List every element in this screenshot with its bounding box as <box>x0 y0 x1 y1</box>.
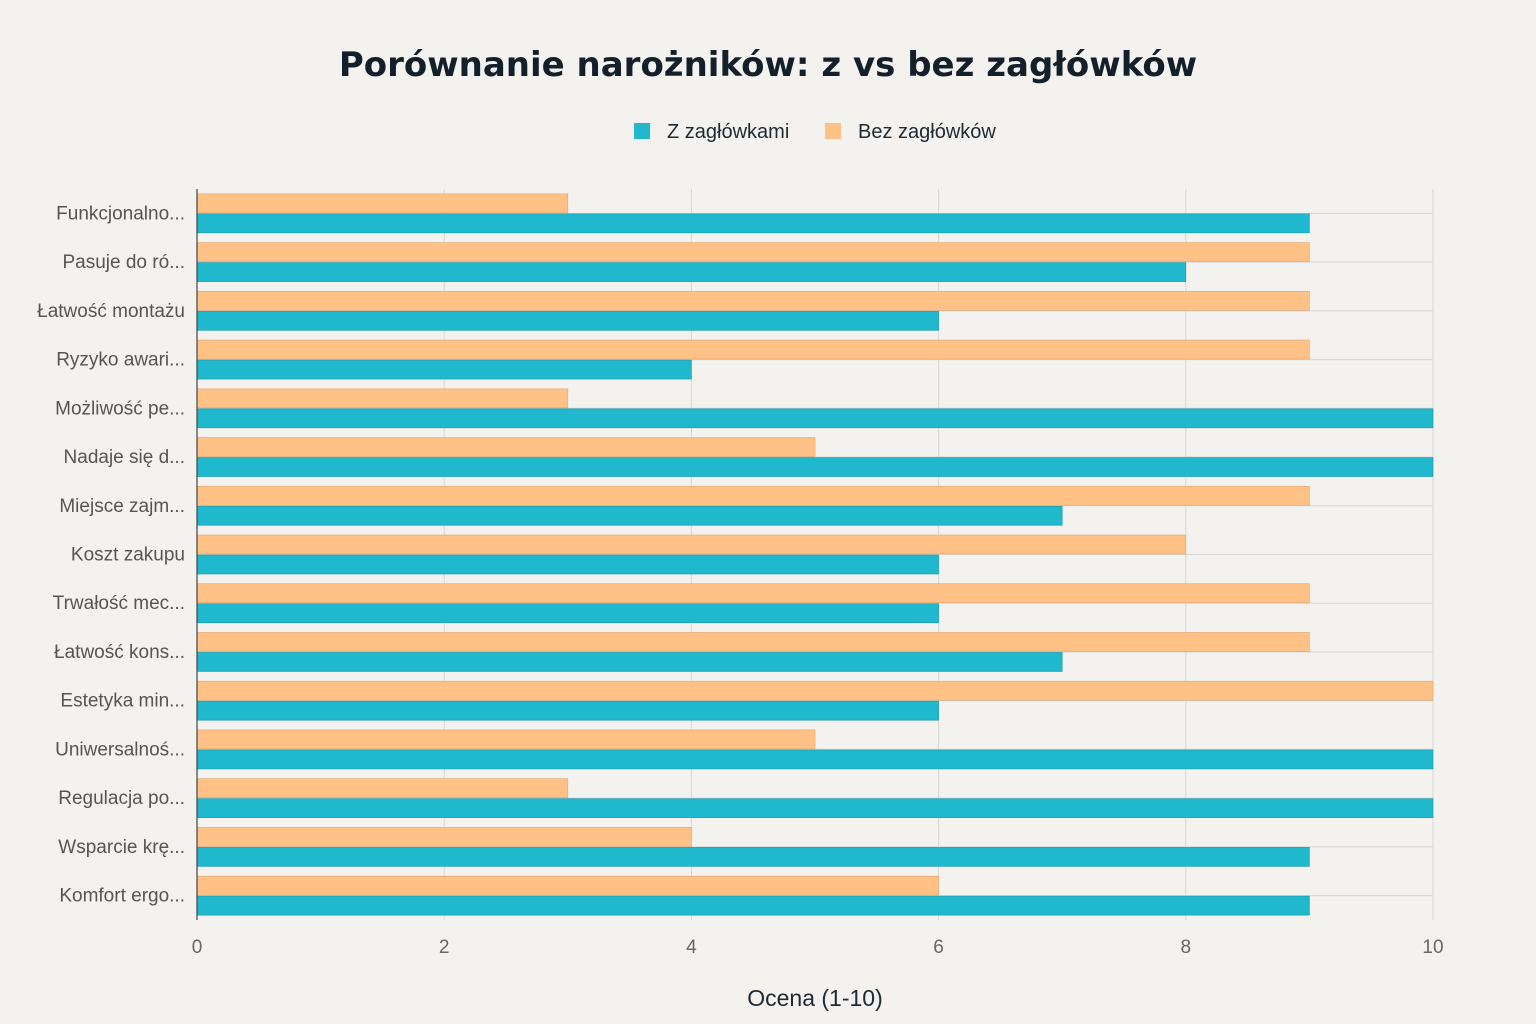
legend-swatch-bez-zaglowkow <box>825 123 841 139</box>
x-tick-label: 4 <box>686 937 697 958</box>
category-label: Możliwość pe... <box>55 398 185 419</box>
bar-bez-zaglowkow <box>196 291 1310 311</box>
bar-bez-zaglowkow <box>196 632 1310 652</box>
category-label: Ryzyko awari... <box>56 350 185 371</box>
bar-z-zaglowkami <box>196 311 939 331</box>
x-axis-title: Ocena (1-10) <box>747 985 883 1011</box>
bar-z-zaglowkami <box>196 798 1434 818</box>
category-label: Koszt zakupu <box>71 545 185 566</box>
x-tick-label: 2 <box>439 937 450 958</box>
category-label: Komfort ergo... <box>59 886 185 907</box>
category-label: Pasuje do ró... <box>62 252 185 273</box>
category-label: Łatwość kons... <box>54 642 185 663</box>
category-labels: Funkcjonalno... Pasuje do ró... Łatwość mo… <box>37 203 185 906</box>
bar-z-zaglowkami <box>196 359 692 380</box>
bar-z-zaglowkami <box>196 895 1310 916</box>
bar-bez-zaglowkow <box>196 583 1310 604</box>
bar-z-zaglowkami <box>196 408 1434 429</box>
bar-bez-zaglowkow <box>196 193 569 214</box>
bar-bez-zaglowkow <box>196 534 1187 555</box>
x-tick-label: 6 <box>933 937 944 958</box>
gridlines <box>197 189 1434 920</box>
x-tick-labels: 0 2 4 6 8 10 <box>192 937 1444 958</box>
bar-bez-zaglowkow <box>196 680 1434 701</box>
bars <box>196 193 1434 916</box>
x-tick-label: 10 <box>1422 937 1443 958</box>
bar-bez-zaglowkow <box>196 485 1310 506</box>
bar-bez-zaglowkow <box>196 242 1310 262</box>
bar-bez-zaglowkow <box>196 729 816 750</box>
x-tick-label: 0 <box>192 937 203 958</box>
bar-z-zaglowkami <box>196 505 1063 526</box>
bar-z-zaglowkami <box>196 262 1187 282</box>
category-label: Estetyka min... <box>60 691 185 712</box>
legend: Z zagłówkami Bez zagłówków <box>634 121 996 143</box>
bar-z-zaglowkami <box>196 457 1434 477</box>
bar-z-zaglowkami <box>196 700 939 721</box>
category-label: Miejsce zajm... <box>59 496 185 517</box>
bar-z-zaglowkami <box>196 603 939 624</box>
bar-z-zaglowkami <box>196 554 939 575</box>
x-tick-label: 8 <box>1181 937 1192 958</box>
legend-label-z-zaglowkami: Z zagłówkami <box>667 121 789 143</box>
bar-bez-zaglowkow <box>196 778 569 798</box>
legend-swatch-z-zaglowkami <box>634 123 650 139</box>
bar-z-zaglowkami <box>196 847 1310 867</box>
bar-z-zaglowkami <box>196 213 1310 234</box>
category-label: Łatwość montażu <box>37 301 185 322</box>
bar-bez-zaglowkow <box>196 875 939 896</box>
bar-bez-zaglowkow <box>196 437 816 457</box>
category-label: Funkcjonalno... <box>56 203 185 224</box>
category-label: Regulacja po... <box>58 788 185 809</box>
bar-bez-zaglowkow <box>196 827 692 847</box>
category-label: Nadaje się d... <box>64 447 185 468</box>
category-label: Wsparcie krę... <box>58 837 185 858</box>
category-label: Uniwersalnoś... <box>55 739 185 760</box>
bar-z-zaglowkami <box>196 652 1063 672</box>
chart-title: Porównanie narożników: z vs bez zagłówkó… <box>339 45 1197 85</box>
bar-z-zaglowkami <box>196 749 1434 770</box>
bar-bez-zaglowkow <box>196 339 1310 360</box>
legend-label-bez-zaglowkow: Bez zagłówków <box>858 121 996 143</box>
category-label: Trwałość mec... <box>53 593 185 614</box>
bar-bez-zaglowkow <box>196 388 569 409</box>
